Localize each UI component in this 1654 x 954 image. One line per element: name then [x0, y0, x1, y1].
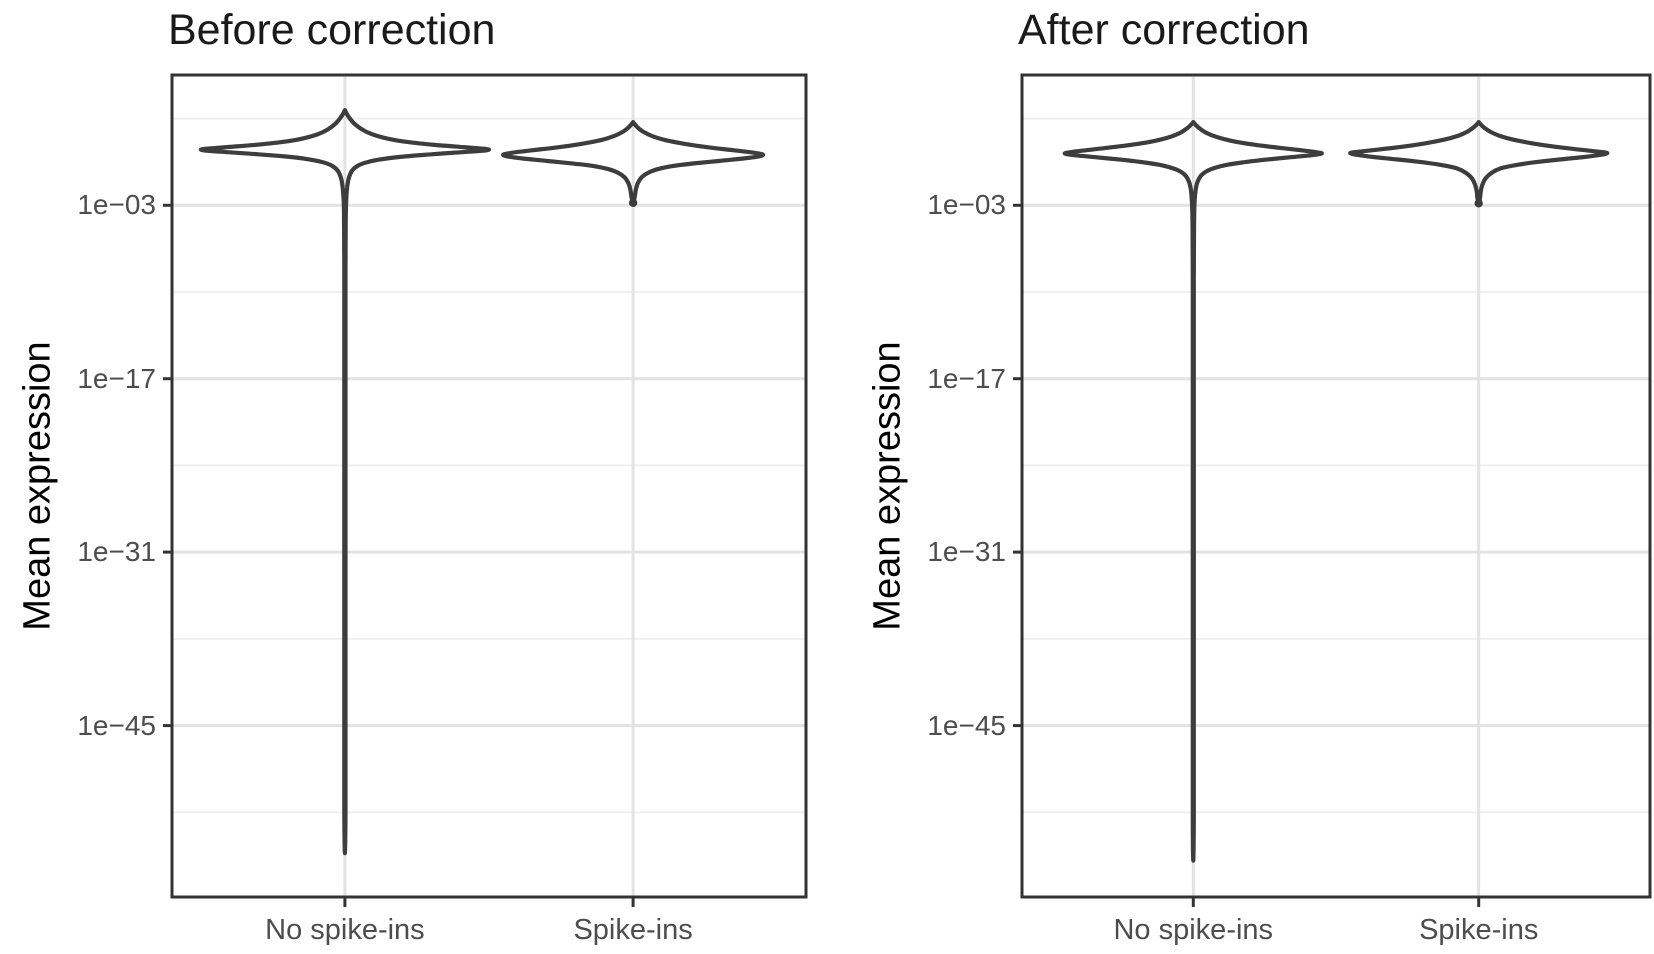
violin-1-no-spike-ins	[1062, 120, 1324, 863]
ytick-label-1e-45: 1e−45	[927, 709, 1006, 741]
ytick-label-1e-03: 1e−03	[927, 189, 1006, 221]
xcat-label-spike-ins: Spike-ins	[1419, 914, 1539, 946]
violin-tail-dot	[1474, 199, 1483, 208]
ytick-label-1e-31: 1e−31	[927, 536, 1006, 568]
xcat-label-spike-ins: Spike-ins	[573, 914, 693, 946]
xcat-label-no-spike-ins: No spike-ins	[265, 914, 425, 946]
ytick-label-1e-03: 1e−03	[77, 189, 156, 221]
violin-0-no-spike-ins	[198, 108, 492, 856]
xcat-label-no-spike-ins: No spike-ins	[1113, 914, 1274, 946]
panel-title-after: After correction	[1018, 6, 1310, 54]
ytick-label-1e-17: 1e−17	[927, 362, 1006, 394]
ytick-label-1e-31: 1e−31	[77, 536, 156, 568]
panel-border	[1020, 73, 1652, 899]
panel-border	[170, 73, 808, 899]
ytick-label-1e-17: 1e−17	[77, 362, 156, 394]
panel-title-before: Before correction	[168, 6, 496, 54]
violin-tail-dot	[628, 198, 638, 207]
ytick-label-1e-45: 1e−45	[77, 709, 156, 741]
